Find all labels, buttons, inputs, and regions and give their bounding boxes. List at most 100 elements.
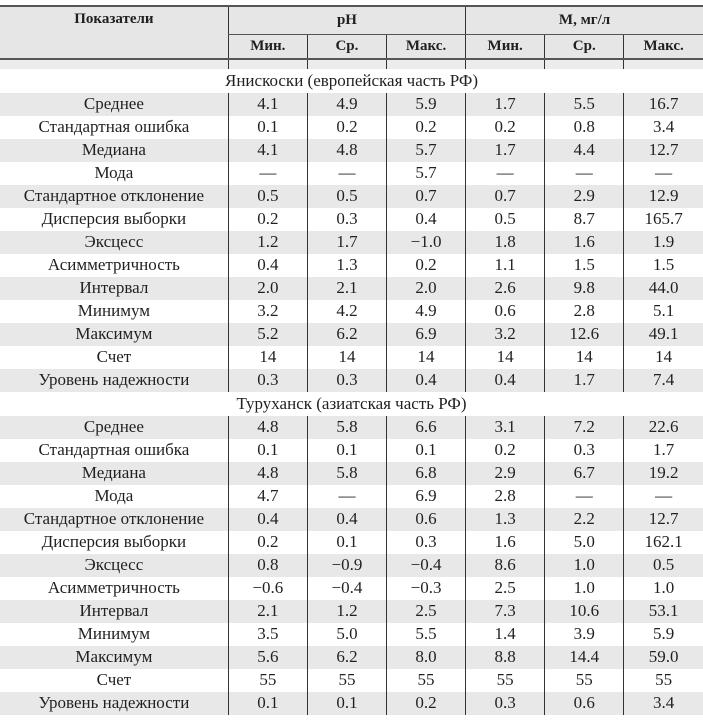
table-cell: 0.3 (385, 530, 466, 554)
section-title: Янискоски (европейская часть РФ) (0, 68, 703, 93)
table-cell: 0.5 (306, 184, 387, 208)
table-cell: 55 (465, 668, 545, 692)
table-cell: 0.6 (385, 507, 466, 531)
table-cell: 22.6 (623, 415, 703, 439)
row-label: Среднее (0, 415, 229, 439)
table-cell: 5.5 (544, 92, 624, 116)
table-cell: 2.0 (385, 276, 466, 300)
table-cell: 1.6 (465, 530, 545, 554)
row-label: Стандартное отклонение (0, 507, 229, 531)
table-cell: 165.7 (623, 207, 703, 231)
table-cell: 2.2 (544, 507, 624, 531)
table-row: Дисперсия выборки 0.2 0.1 0.3 1.6 5.0 162.1 (0, 530, 703, 554)
header-ph-max: Макс. (385, 34, 466, 60)
row-label: Медиана (0, 461, 229, 485)
row-label: Уровень надежности (0, 691, 229, 715)
table-cell: 0.3 (544, 438, 624, 462)
table-cell: 12.6 (544, 322, 624, 346)
table-row: Стандартная ошибка 0.1 0.1 0.1 0.2 0.3 1.7 (0, 438, 703, 462)
table-cell: 0.4 (385, 207, 466, 231)
table-cell: 1.0 (623, 576, 703, 600)
table-cell: 55 (544, 668, 624, 692)
table-cell: 0.8 (544, 115, 624, 139)
table-row: Максимум 5.6 6.2 8.0 8.8 14.4 59.0 (0, 645, 703, 669)
table-cell: 0.4 (465, 368, 545, 392)
row-label: Эксцесс (0, 230, 229, 254)
row-label: Стандартное отклонение (0, 184, 229, 208)
row-label: Стандартная ошибка (38, 117, 190, 136)
table-cell: 16.7 (623, 92, 703, 116)
table-cell: −0.6 (227, 576, 308, 600)
table-cell: 0.4 (306, 507, 387, 531)
table-cell: 8.8 (465, 645, 545, 669)
table-row: Уровень надежности 0.1 0.1 0.2 0.3 0.6 3.4 (0, 691, 703, 715)
table-cell: — (306, 161, 387, 185)
table-cell: 5.6 (227, 645, 308, 669)
table-cell: 0.5 (227, 184, 308, 208)
table-cell: 14 (385, 345, 466, 369)
row-label: Счет (96, 670, 132, 689)
table-row: Уровень надежности 0.3 0.3 0.4 0.4 1.7 7.4 (0, 368, 703, 392)
table-cell: 0.2 (385, 691, 466, 715)
table-cell: 12.7 (623, 507, 703, 531)
table-cell: 1.5 (544, 253, 624, 277)
table-row: Асимметричность 0.4 1.3 0.2 1.1 1.5 1.5 (0, 253, 703, 277)
row-label: Среднее (0, 92, 229, 116)
table-cell: 0.2 (385, 115, 466, 139)
table-cell: 0.3 (465, 691, 545, 715)
table-cell: 0.7 (385, 184, 466, 208)
table-cell: 1.3 (465, 507, 545, 531)
table-cell: 4.1 (227, 138, 308, 162)
table-row: Стандартное отклонение 0.5 0.5 0.7 0.7 2.9 12.… (0, 184, 703, 208)
table-cell: 7.4 (623, 368, 703, 392)
table-cell: 5.0 (544, 530, 624, 554)
table-cell: 0.2 (306, 115, 387, 139)
table-cell: — (227, 161, 308, 185)
table-cell: 0.7 (465, 184, 545, 208)
table-cell: — (306, 484, 387, 508)
table-cell: −1.0 (385, 230, 466, 254)
table-cell: 0.2 (227, 530, 308, 554)
table-cell: 2.6 (465, 276, 545, 300)
table-row: Дисперсия выборки 0.2 0.3 0.4 0.5 8.7 165.7 (0, 207, 703, 231)
table-cell: 4.9 (385, 299, 466, 323)
statistics-table: Показатели pH M, мг/л Мин. Ср. Макс. Мин… (0, 5, 703, 715)
table-cell: — (623, 161, 703, 185)
table-cell: 55 (623, 668, 703, 692)
table-cell: 1.7 (544, 368, 624, 392)
table-cell: 0.3 (306, 368, 387, 392)
table-cell: 3.1 (465, 415, 545, 439)
table-cell: 14 (306, 345, 387, 369)
table-cell: 3.2 (465, 322, 545, 346)
table-cell: 2.9 (465, 461, 545, 485)
table-cell: 3.5 (227, 622, 308, 646)
table-cell: 4.7 (227, 484, 308, 508)
table-cell: 5.2 (227, 322, 308, 346)
row-label: Счет (96, 347, 132, 366)
table-cell: 12.7 (623, 138, 703, 162)
table-cell: 14.4 (544, 645, 624, 669)
table-cell: — (544, 484, 624, 508)
row-label: Минимум (77, 301, 150, 320)
table-cell: 0.2 (465, 438, 545, 462)
row-label: Максимум (0, 322, 229, 346)
header-m-max: Макс. (623, 34, 703, 60)
header-row-groups: Показатели pH M, мг/л (0, 5, 703, 35)
table-cell: 6.7 (544, 461, 624, 485)
table-cell: 4.8 (227, 461, 308, 485)
row-label: Асимметричность (47, 578, 180, 597)
table-cell: 0.2 (385, 253, 466, 277)
table-cell: 5.0 (306, 622, 387, 646)
table-cell: — (623, 484, 703, 508)
header-ph: pH (227, 5, 466, 35)
table-cell: 0.6 (465, 299, 545, 323)
table-row: Счет 14 14 14 14 14 14 (0, 345, 703, 369)
table-cell: 19.2 (623, 461, 703, 485)
table-cell: 4.8 (227, 415, 308, 439)
table-cell: 14 (623, 345, 703, 369)
table-cell: 8.7 (544, 207, 624, 231)
table-row: Медиана 4.1 4.8 5.7 1.7 4.4 12.7 (0, 138, 703, 162)
table-cell: −0.4 (306, 576, 387, 600)
table-cell: 1.8 (465, 230, 545, 254)
table-cell: 0.1 (306, 530, 387, 554)
